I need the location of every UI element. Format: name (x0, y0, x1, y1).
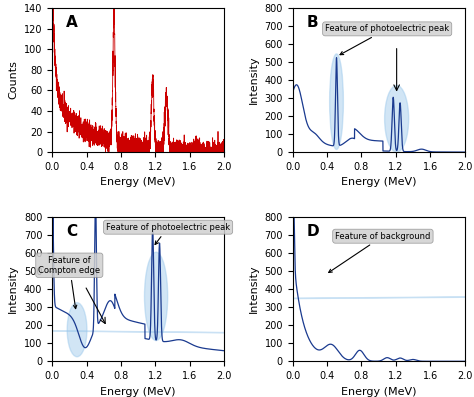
Ellipse shape (384, 85, 409, 152)
Ellipse shape (145, 252, 168, 341)
Ellipse shape (67, 303, 87, 357)
Text: Feature of photoelectric peak: Feature of photoelectric peak (106, 223, 230, 245)
Ellipse shape (0, 249, 474, 347)
Ellipse shape (0, 306, 474, 357)
X-axis label: Energy (MeV): Energy (MeV) (341, 177, 416, 187)
Text: Feature of
Compton edge: Feature of Compton edge (38, 256, 100, 308)
X-axis label: Energy (MeV): Energy (MeV) (341, 387, 416, 397)
Text: B: B (306, 15, 318, 30)
Ellipse shape (329, 54, 343, 149)
Text: Feature of photoelectric peak: Feature of photoelectric peak (325, 24, 449, 55)
Text: Feature of background: Feature of background (328, 232, 430, 272)
X-axis label: Energy (MeV): Energy (MeV) (100, 387, 176, 397)
Text: A: A (66, 15, 78, 30)
Y-axis label: Intensity: Intensity (249, 265, 259, 314)
X-axis label: Energy (MeV): Energy (MeV) (100, 177, 176, 187)
Y-axis label: Intensity: Intensity (249, 56, 259, 104)
Y-axis label: Counts: Counts (9, 61, 18, 100)
Text: D: D (306, 224, 319, 239)
Text: C: C (66, 224, 77, 239)
Y-axis label: Intensity: Intensity (9, 265, 18, 314)
